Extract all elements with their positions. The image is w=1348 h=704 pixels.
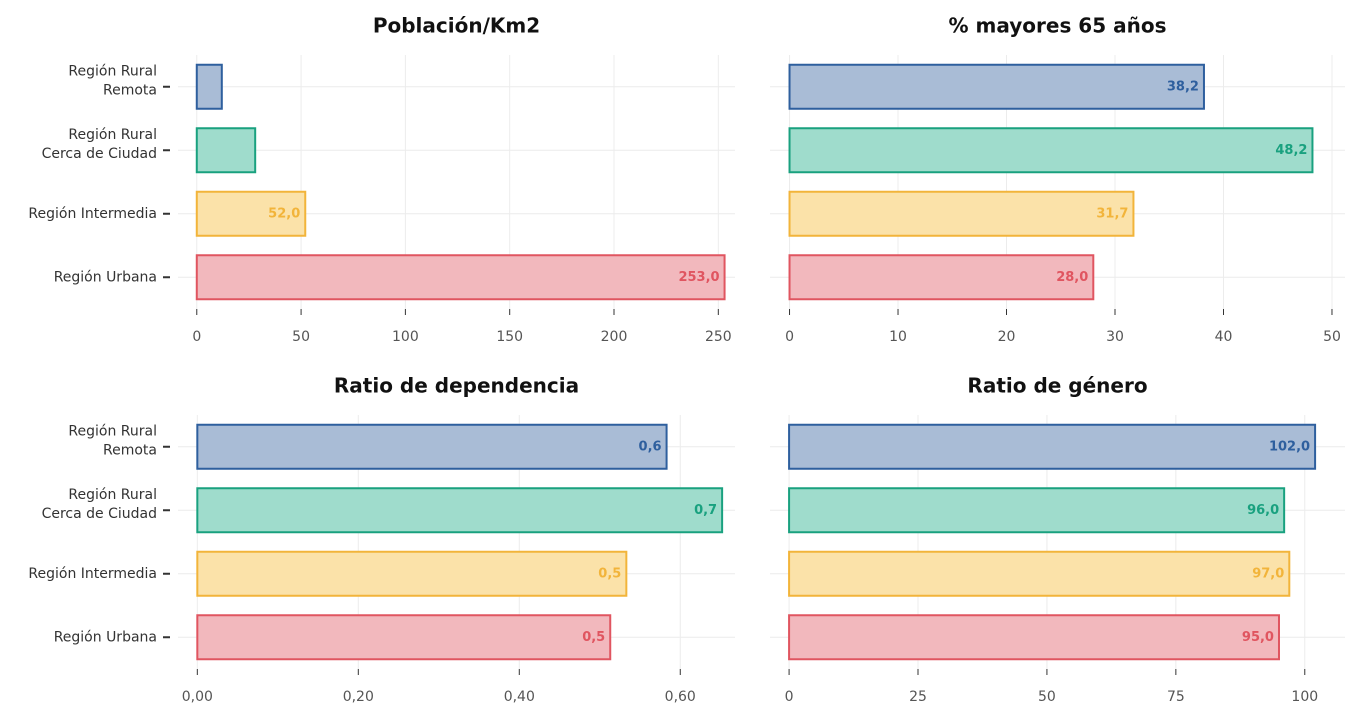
x-tick-label: 0,00 [182, 689, 213, 704]
label-line: Cerca de Ciudad [42, 146, 157, 162]
x-tick-label: 0 [785, 689, 794, 704]
chart-title: Ratio de género [967, 374, 1147, 398]
label-line: Región Rural [68, 487, 157, 503]
value-label: 95,0 [1242, 630, 1274, 645]
x-tick-label: 50 [1323, 329, 1341, 345]
value-label: 0,7 [694, 503, 717, 518]
bar [196, 423, 668, 470]
value-label: 253,0 [678, 270, 719, 285]
label-line: Región Rural [68, 423, 157, 439]
y-tick-label: Región Rural Remota [68, 63, 157, 98]
chart-title: Población/Km2 [373, 14, 540, 38]
value-label: 102,0 [1269, 439, 1310, 454]
value-label: 96,0 [1247, 503, 1279, 518]
x-tick-label: 75 [1167, 689, 1185, 704]
label-line: Región Rural [68, 63, 157, 79]
bar [196, 487, 724, 534]
bar [195, 127, 257, 174]
x-tick-label: 100 [1291, 689, 1318, 704]
bar [788, 550, 1291, 597]
x-tick-label: 20 [998, 329, 1016, 345]
x-tick-label: 100 [392, 329, 419, 345]
label-line: Remota [103, 442, 157, 458]
x-tick-label: 25 [909, 689, 927, 704]
x-tick-label: 150 [496, 329, 523, 345]
chart-title: Ratio de dependencia [334, 374, 579, 398]
bar [788, 190, 1135, 237]
x-tick-label: 0 [785, 329, 794, 345]
value-label: 31,7 [1096, 206, 1128, 221]
x-tick-label: 0,60 [665, 689, 696, 704]
label-line: Región Urbana [54, 269, 157, 285]
bar [196, 614, 612, 661]
value-label: 38,2 [1167, 79, 1199, 94]
label-line: Región Rural [68, 127, 157, 143]
bar [196, 550, 628, 597]
bar [788, 487, 1286, 534]
bar [195, 63, 223, 110]
x-tick-label: 200 [601, 329, 628, 345]
value-label: 28,0 [1056, 270, 1088, 285]
x-tick-label: 0 [192, 329, 201, 345]
label-line: Región Urbana [54, 629, 157, 645]
value-label: 0,5 [598, 566, 621, 581]
x-tick-label: 40 [1215, 329, 1233, 345]
bar [195, 254, 726, 301]
label-line: Remota [103, 82, 157, 98]
x-tick-label: 0,20 [343, 689, 374, 704]
x-tick-label: 30 [1106, 329, 1124, 345]
y-tick-label: Región Rural Cerca de Ciudad [42, 487, 157, 522]
bar [788, 423, 1317, 470]
value-label: 48,2 [1275, 143, 1307, 158]
value-label: 52,0 [268, 206, 300, 221]
bar [788, 127, 1314, 174]
x-tick-label: 50 [292, 329, 310, 345]
bar [788, 254, 1095, 301]
label-line: Cerca de Ciudad [42, 506, 157, 522]
y-tick-label: Región Intermedia [28, 566, 157, 582]
bar [788, 614, 1280, 661]
y-tick-label: Región Urbana [54, 269, 157, 285]
label-line: Región Intermedia [28, 566, 157, 582]
x-tick-label: 0,40 [504, 689, 535, 704]
label-line: Región Intermedia [28, 206, 157, 222]
bar [195, 190, 307, 237]
x-tick-label: 10 [889, 329, 907, 345]
x-tick-label: 50 [1038, 689, 1056, 704]
y-tick-label: Región Rural Remota [68, 423, 157, 458]
value-label: 0,5 [582, 630, 605, 645]
y-tick-label: Región Intermedia [28, 206, 157, 222]
value-label: 0,6 [639, 439, 662, 454]
bar [788, 63, 1205, 110]
y-tick-label: Región Rural Cerca de Ciudad [42, 127, 157, 162]
chart-title: % mayores 65 años [949, 14, 1167, 38]
x-tick-label: 250 [705, 329, 732, 345]
y-tick-label: Región Urbana [54, 629, 157, 645]
value-label: 97,0 [1252, 566, 1284, 581]
